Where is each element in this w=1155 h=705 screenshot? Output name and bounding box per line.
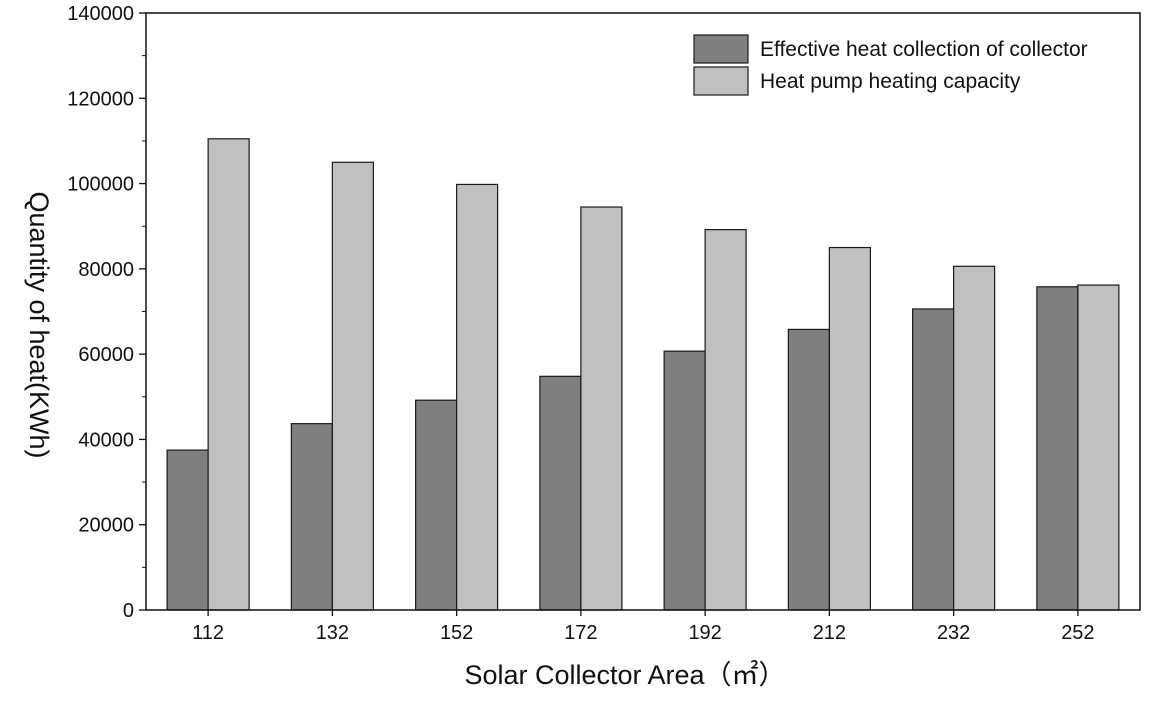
y-tick-label: 100000 <box>67 174 134 196</box>
legend-swatch-1 <box>693 66 749 96</box>
legend: Effective heat collection of collector He… <box>693 34 1088 96</box>
bar-collector-212 <box>787 328 830 611</box>
y-tick-label: 60000 <box>78 344 134 366</box>
bar-collector-172 <box>539 375 582 611</box>
x-tick-label-192: 192 <box>688 622 721 644</box>
bar-heat-pump-172 <box>580 206 623 611</box>
x-tick-label-212: 212 <box>813 622 846 644</box>
bar-collector-232 <box>912 308 955 611</box>
y-tick-label: 0 <box>123 600 134 622</box>
legend-label-0: Effective heat collection of collector <box>760 38 1088 61</box>
bar-collector-152 <box>415 399 458 611</box>
y-axis-title: Quantity of heat(KWh) <box>24 191 54 458</box>
y-tick-label: 20000 <box>78 515 134 537</box>
x-axis-title: Solar Collector Area（㎡） <box>464 660 785 690</box>
bar-heat-pump-112 <box>207 138 250 611</box>
y-tick-label: 120000 <box>67 88 134 110</box>
x-tick-label-252: 252 <box>1061 622 1094 644</box>
y-tick-label: 140000 <box>67 3 134 25</box>
bar-collector-112 <box>166 449 209 611</box>
x-tick-label-172: 172 <box>564 622 597 644</box>
bar-heat-pump-192 <box>704 229 747 611</box>
legend-swatch-0 <box>693 34 749 64</box>
y-tick-label: 40000 <box>78 429 134 451</box>
bar-heat-pump-232 <box>953 265 996 611</box>
legend-label-1: Heat pump heating capacity <box>760 70 1021 93</box>
x-tick-label-112: 112 <box>192 622 224 644</box>
x-tick-label-152: 152 <box>440 622 473 644</box>
bar-collector-132 <box>290 423 333 611</box>
bar-heat-pump-132 <box>331 161 374 611</box>
bar-collector-252 <box>1036 286 1079 611</box>
bar-collector-192 <box>663 350 706 611</box>
bar-heat-pump-152 <box>456 183 499 611</box>
x-tick-label-232: 232 <box>937 622 970 644</box>
y-tick-label: 80000 <box>78 259 134 281</box>
bar-heat-pump-252 <box>1077 284 1120 611</box>
bar-heat-pump-212 <box>828 246 871 611</box>
x-tick-label-132: 132 <box>316 622 349 644</box>
